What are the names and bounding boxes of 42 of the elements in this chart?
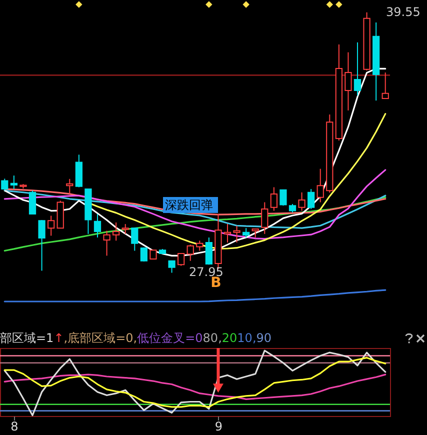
candlestick	[280, 188, 287, 206]
candlestick	[186, 244, 194, 262]
candlestick	[168, 260, 176, 274]
candlestick	[205, 237, 212, 266]
candlestick	[131, 227, 138, 252]
candlestick	[48, 215, 55, 236]
text: 80,	[202, 331, 222, 345]
text: ↑	[54, 331, 64, 345]
annotation: 39.55	[386, 5, 420, 19]
candlestick	[94, 213, 102, 238]
candlestick	[10, 175, 18, 190]
candlestick	[112, 222, 120, 242]
candlestick	[122, 224, 129, 234]
x-tick-label: 9	[214, 420, 223, 434]
candlestick	[308, 188, 315, 210]
candlestick	[38, 220, 46, 272]
candlestick	[316, 168, 324, 203]
candlestick	[196, 240, 204, 252]
candlestick	[354, 42, 362, 96]
candlestick	[261, 202, 268, 234]
candlestick	[178, 252, 185, 266]
text: ,底部区域=0,	[64, 331, 138, 345]
candlestick	[28, 190, 36, 215]
candlestick	[298, 192, 306, 212]
candlestick	[382, 72, 389, 100]
candlestick	[270, 186, 278, 212]
text: 部区域=1	[0, 331, 54, 345]
text: 20	[222, 331, 238, 345]
candlestick	[233, 225, 240, 243]
candlestick	[66, 178, 74, 194]
candlestick	[150, 249, 157, 260]
candlestick	[344, 52, 352, 111]
x-tick-label: 8	[10, 420, 18, 434]
candlestick	[242, 228, 250, 238]
annotation: 深跌回弹	[165, 198, 213, 212]
text: 低位金叉=0	[137, 331, 203, 345]
candlestick	[1, 178, 8, 192]
candlestick	[224, 224, 232, 243]
candlestick	[103, 230, 110, 256]
text: 10,	[237, 331, 256, 345]
text: 90	[256, 331, 272, 345]
annotation: B	[210, 275, 222, 291]
